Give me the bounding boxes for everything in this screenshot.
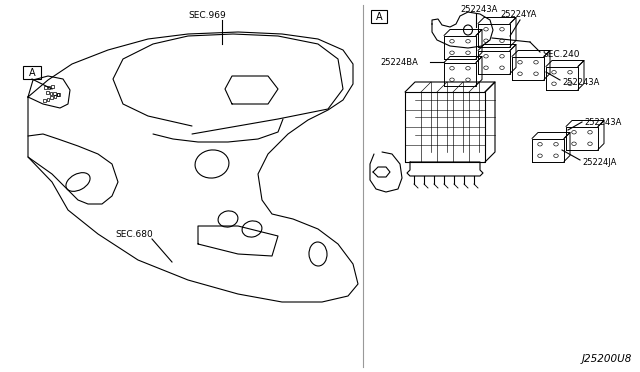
Text: J25200U8: J25200U8 xyxy=(582,354,632,364)
Bar xyxy=(56,93,60,96)
Bar xyxy=(57,93,60,96)
Bar xyxy=(23,66,41,79)
Text: SEC.969: SEC.969 xyxy=(188,10,226,19)
Text: 25224BA: 25224BA xyxy=(380,58,418,67)
Bar xyxy=(54,95,56,97)
Text: 25224JA: 25224JA xyxy=(582,157,616,167)
Text: 252243A: 252243A xyxy=(562,77,600,87)
Bar xyxy=(47,98,49,100)
Bar xyxy=(46,91,49,94)
Text: SEC.240: SEC.240 xyxy=(542,49,579,58)
Bar xyxy=(51,85,54,88)
Text: 252243A: 252243A xyxy=(584,118,621,126)
Bar xyxy=(43,99,46,102)
Text: A: A xyxy=(376,12,382,22)
Bar xyxy=(371,10,387,23)
Bar xyxy=(53,92,56,95)
Bar xyxy=(50,96,53,99)
Bar xyxy=(49,92,52,94)
Text: 252243A: 252243A xyxy=(460,4,497,13)
Bar xyxy=(44,86,47,89)
Text: A: A xyxy=(29,67,35,77)
Text: SEC.680: SEC.680 xyxy=(115,230,153,238)
Bar xyxy=(47,86,51,89)
Text: 25224YA: 25224YA xyxy=(500,10,536,19)
